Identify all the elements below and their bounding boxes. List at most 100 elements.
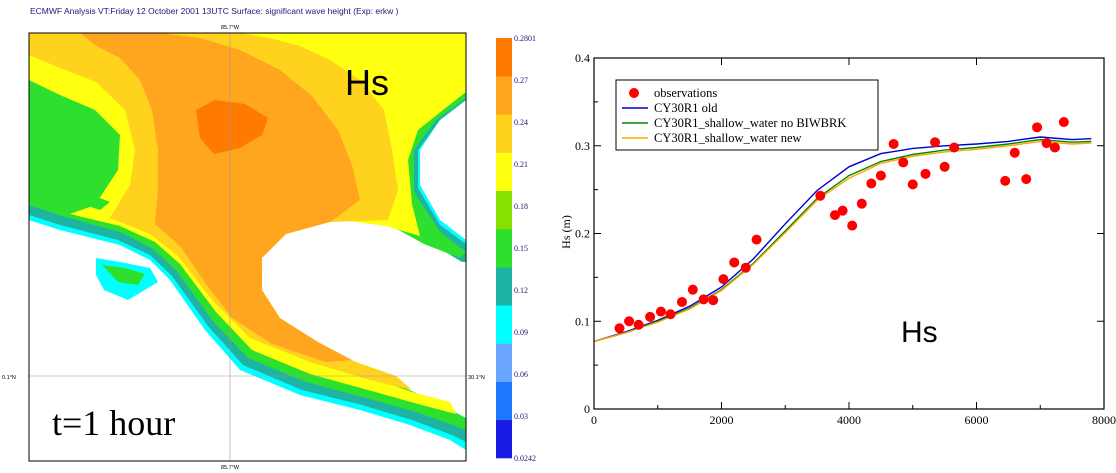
observation-point — [740, 262, 751, 273]
colorbar-swatch — [496, 419, 512, 459]
observation-point — [866, 178, 877, 189]
colorbar-swatch — [496, 38, 512, 77]
observation-point — [829, 210, 840, 221]
x-tick-label: 0 — [591, 413, 597, 427]
observation-point — [907, 179, 918, 190]
observation-point — [718, 274, 729, 285]
observation-point — [751, 234, 762, 245]
observation-point — [1032, 122, 1043, 133]
observation-point — [614, 323, 625, 334]
colorbar-level-label: 0.2801 — [514, 34, 536, 43]
x-tick-label: 6000 — [965, 413, 989, 427]
observation-point — [1041, 138, 1052, 149]
map-header: ECMWF Analysis VT:Friday 12 October 2001… — [30, 6, 399, 16]
colorbar-swatch — [496, 343, 512, 382]
legend-label: observations — [654, 86, 717, 100]
map-field: Hs t=1 hour — [28, 32, 467, 462]
colorbar-level-label: 0.09 — [514, 328, 528, 337]
plot-frame — [593, 57, 1105, 410]
lat-label-left: 0.1°N — [2, 375, 16, 381]
observation-point — [888, 138, 899, 149]
observation-point — [687, 284, 698, 295]
colorbar-level-label: 0.15 — [514, 244, 528, 253]
inlet-left — [29, 178, 110, 210]
observation-point — [1049, 142, 1060, 153]
lat-label-right: 30.1°N — [468, 375, 485, 381]
colorbar-swatch — [496, 76, 512, 115]
map-hs-label: Hs — [345, 62, 389, 103]
observation-point — [633, 319, 644, 330]
y-tick-label: 0.1 — [575, 314, 590, 328]
inlet-left-3 — [102, 265, 145, 285]
x-tick-label: 4000 — [837, 413, 861, 427]
legend-label: CY30R1_shallow_water new — [654, 131, 802, 145]
y-tick-label: 0 — [584, 402, 590, 416]
observation-point — [847, 220, 858, 231]
contour-orange — [80, 33, 360, 362]
observation-point — [698, 294, 709, 305]
y-axis-label: Hs (m) — [559, 215, 573, 249]
y-tick-label: 0.2 — [575, 227, 590, 241]
colorbar-swatch — [496, 267, 512, 306]
observation-point — [1000, 175, 1011, 186]
legend-marker — [629, 88, 639, 98]
colorbar-swatch — [496, 305, 512, 344]
observation-point — [898, 157, 909, 168]
observation-point — [676, 296, 687, 307]
observation-point — [665, 309, 676, 320]
y-tick-label: 0.3 — [575, 139, 590, 153]
x-tick-label: 2000 — [710, 413, 734, 427]
observation-point — [624, 316, 635, 327]
observation-point — [875, 170, 886, 181]
map-frame — [28, 32, 467, 462]
chart-hs-annotation: Hs — [901, 316, 938, 349]
observation-point — [1021, 174, 1032, 185]
map-time-label: t=1 hour — [52, 403, 175, 443]
colorbar-swatch — [496, 190, 512, 230]
colorbar-level-label: 0.27 — [514, 76, 528, 85]
colorbar-swatch — [496, 152, 512, 192]
observation-point — [949, 142, 960, 153]
lon-label-top: 85.7°W — [221, 25, 240, 31]
observation-point — [645, 311, 656, 322]
observation-point — [856, 198, 867, 209]
observation-point — [837, 205, 848, 216]
series-line — [593, 138, 1092, 343]
lon-label-bottom: 85.7°W — [221, 465, 240, 471]
observation-point — [920, 168, 931, 179]
colorbar-level-label: 0.06 — [514, 370, 528, 379]
y-tick-label: 0.4 — [575, 51, 590, 65]
colorbar-level-label: 0.18 — [514, 202, 528, 211]
observation-points — [614, 117, 1069, 334]
observation-point — [655, 306, 666, 317]
colorbar-swatch — [496, 228, 512, 268]
wave-height-chart: 0 2000 4000 6000 8000 0 0.1 0.2 0.3 0.4 Hs (m) Hs… — [559, 51, 1116, 427]
colorbar-level-label: 0.21 — [514, 160, 528, 169]
observation-point — [939, 161, 950, 172]
model-series — [593, 136, 1092, 343]
wave-height-map: ECMWF Analysis VT:Friday 12 October 2001… — [2, 6, 536, 471]
observation-point — [729, 257, 740, 268]
series-line — [593, 140, 1092, 343]
chart-ticks: 0 2000 4000 6000 8000 0 0.1 0.2 0.3 0.4 — [575, 51, 1116, 427]
colorbar-level-label: 0.12 — [514, 286, 528, 295]
colorbar-level-label: 0.24 — [514, 118, 528, 127]
observation-point — [708, 295, 719, 306]
legend-label: CY30R1 old — [654, 101, 718, 115]
observation-point — [930, 137, 941, 148]
colorbar-level-label: 0.0242 — [514, 454, 536, 463]
series-line — [593, 136, 1092, 343]
colorbar-level-label: 0.03 — [514, 412, 528, 421]
legend-box — [615, 79, 879, 151]
contour-peak — [196, 100, 268, 154]
observation-point — [1058, 117, 1069, 128]
legend-label: CY30R1_shallow_water no BIWBRK — [654, 116, 846, 130]
observation-point — [815, 190, 826, 201]
x-tick-label: 8000 — [1092, 413, 1116, 427]
colorbar-swatch — [496, 114, 512, 153]
colorbar: 0.0242 0.03 0.06 0.09 0.12 0.15 0.18 0.21 0.24 0.… — [496, 34, 536, 463]
observation-point — [1009, 147, 1020, 158]
colorbar-swatch — [496, 381, 512, 421]
